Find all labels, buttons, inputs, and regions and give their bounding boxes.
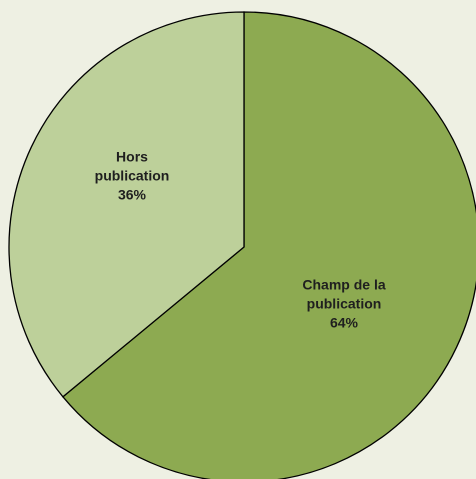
pie-slice-1 bbox=[62, 11, 476, 479]
slice-label-2-line-3: 36% bbox=[118, 187, 147, 203]
pie-slice-2 bbox=[8, 11, 245, 398]
slice-label-1-line-2: publication bbox=[307, 296, 382, 312]
slice-label-1-line-1: Champ de la bbox=[302, 277, 385, 293]
slice-label-1-line-3: 64% bbox=[330, 315, 359, 331]
slice-label-2-line-2: publication bbox=[95, 168, 170, 184]
slice-label-2-line-1: Hors bbox=[116, 149, 148, 165]
